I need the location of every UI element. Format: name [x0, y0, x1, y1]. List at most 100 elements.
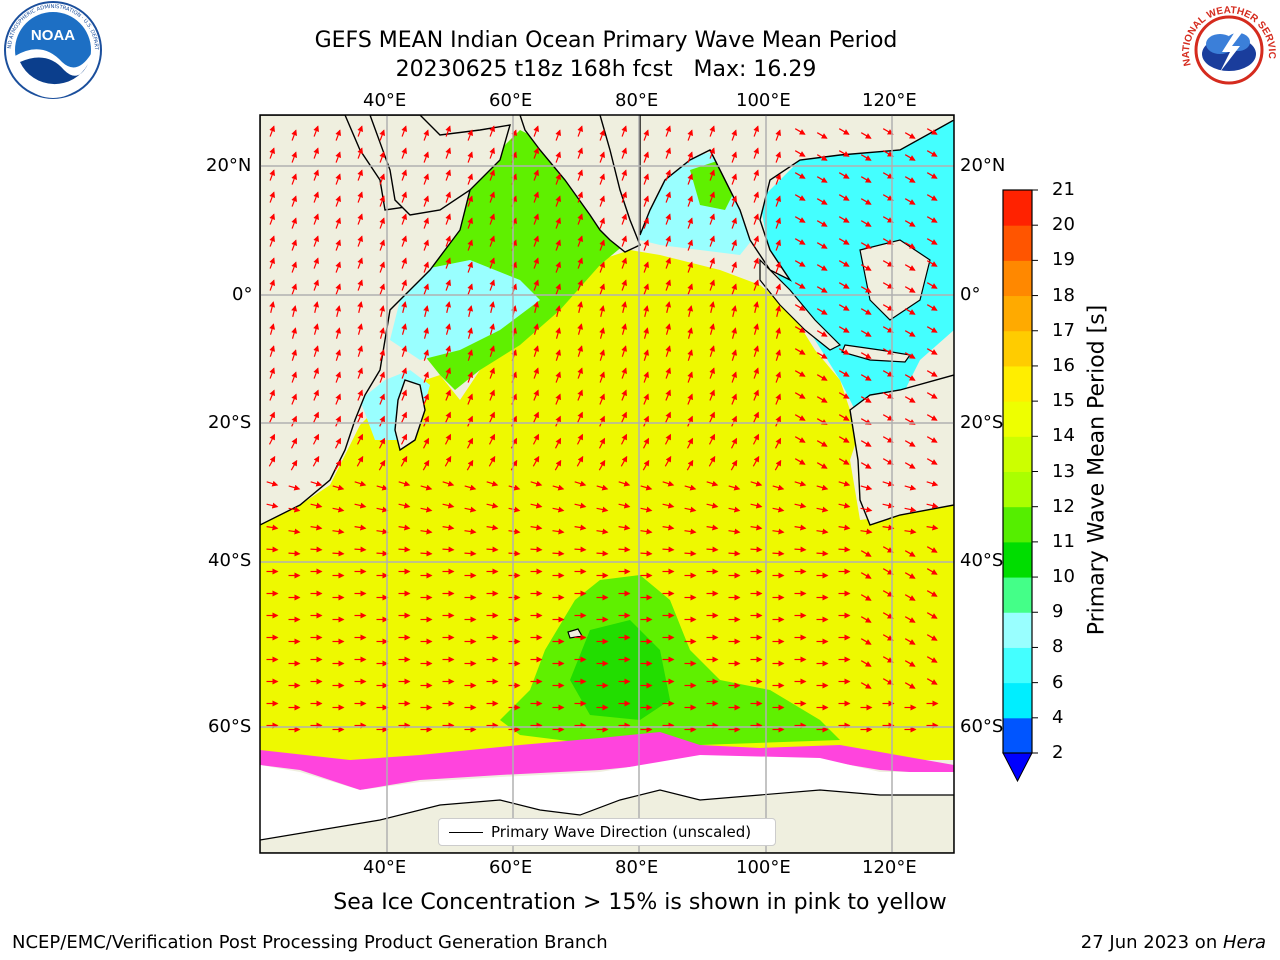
- wave-arrow: [775, 129, 781, 141]
- wave-arrow: [753, 169, 759, 181]
- wave-arrow: [665, 125, 671, 137]
- wave-arrow: [687, 239, 693, 251]
- wave-arrow: [860, 462, 872, 469]
- wave-arrow: [794, 546, 807, 553]
- colorbar-segment: [1003, 647, 1032, 684]
- wave-arrow: [838, 458, 850, 465]
- wave-arrow: [642, 437, 650, 449]
- borneo: [859, 239, 931, 321]
- colorbar-segment: [1003, 401, 1032, 437]
- wave-arrow: [731, 415, 737, 427]
- wave-arrow: [486, 546, 499, 553]
- plot-title: GEFS MEAN Indian Ocean Primary Wave Mean…: [200, 26, 1012, 84]
- wave-arrow: [489, 169, 495, 181]
- southeast-asia: [639, 115, 954, 282]
- wave-arrow: [750, 480, 763, 487]
- wave-arrow: [576, 433, 584, 445]
- wave-arrow: [467, 173, 473, 185]
- wave-arrow: [379, 129, 385, 141]
- ocean-field-green-south-core: [570, 620, 670, 720]
- wave-arrow: [860, 286, 872, 293]
- wave-arrow: [510, 459, 518, 471]
- colorbar-segment: [1003, 436, 1032, 472]
- colorbar-tick-label: 2: [1052, 742, 1064, 763]
- wave-arrow: [643, 173, 649, 185]
- wave-arrow: [313, 257, 319, 269]
- wave-arrow: [794, 172, 806, 179]
- wave-arrow: [753, 191, 759, 203]
- wave-arrow: [313, 389, 319, 401]
- lat-label-left-0: 0°: [232, 284, 253, 305]
- wave-arrow: [794, 480, 807, 487]
- map-frame: [259, 114, 955, 854]
- wave-arrow: [665, 301, 672, 313]
- colorbar-tick-label: 20: [1052, 214, 1075, 236]
- wave-arrow: [882, 194, 894, 201]
- wave-arrow: [577, 323, 584, 335]
- wave-arrow: [445, 389, 451, 401]
- wave-arrow: [731, 371, 737, 383]
- wave-arrow: [753, 257, 759, 269]
- colorbar-segment: [1003, 190, 1032, 226]
- colorbar-segment: [1003, 506, 1032, 543]
- wave-arrow: [488, 455, 496, 467]
- wave-arrow: [357, 191, 363, 203]
- lat-label-left-20s: 20°S: [208, 412, 252, 433]
- wave-arrow: [467, 371, 473, 383]
- wave-arrow: [357, 279, 363, 291]
- wave-arrow: [664, 455, 672, 467]
- wave-arrow: [313, 367, 319, 379]
- wave-arrow: [401, 191, 407, 203]
- wave-arrow: [291, 217, 297, 229]
- wave-arrow: [753, 235, 759, 247]
- wave-arrow: [266, 524, 279, 531]
- wave-arrow: [621, 147, 627, 159]
- wave-arrow: [860, 660, 872, 667]
- colorbar-tick-label: 4: [1052, 706, 1064, 728]
- wave-arrow: [904, 264, 916, 271]
- wave-arrow: [882, 128, 894, 135]
- wave-arrow: [926, 370, 938, 377]
- wave-arrow: [904, 528, 917, 535]
- colorbar-segment: [1003, 330, 1032, 367]
- wave-arrow: [288, 506, 301, 513]
- lat-label-right-20n: 20°N: [960, 155, 1006, 176]
- wave-arrow: [728, 484, 741, 491]
- wave-arrow: [574, 502, 587, 509]
- wave-arrow: [882, 634, 894, 641]
- wave-arrow: [313, 345, 320, 357]
- wave-arrow: [860, 550, 872, 557]
- colorbar-segment: [1003, 717, 1032, 754]
- wave-arrow: [445, 125, 451, 137]
- wave-arrow: [686, 437, 694, 449]
- wave-arrow: [489, 257, 495, 269]
- wave-arrow: [533, 301, 540, 313]
- wave-arrow: [533, 213, 539, 225]
- wave-arrow: [882, 326, 894, 333]
- wave-arrow: [489, 213, 495, 225]
- wave-arrow: [882, 172, 894, 179]
- wave-arrow: [467, 415, 473, 427]
- colorbar-extend-arrow: [1002, 752, 1033, 783]
- wave-arrow: [266, 546, 279, 553]
- wave-arrow: [577, 345, 584, 357]
- wave-arrow: [445, 147, 451, 159]
- wave-arrow: [643, 239, 649, 251]
- wave-arrow: [753, 279, 759, 291]
- wave-arrow: [904, 286, 916, 293]
- wave-arrow: [838, 150, 850, 157]
- wave-arrow: [354, 480, 367, 487]
- wave-arrow: [882, 304, 894, 311]
- map-legend: Primary Wave Direction (unscaled): [438, 818, 776, 846]
- wave-arrow: [420, 506, 433, 513]
- wave-arrow: [335, 173, 341, 185]
- wave-arrow: [709, 235, 715, 247]
- wave-arrow: [794, 392, 806, 399]
- wave-arrow: [860, 682, 872, 689]
- colorbar-tick-label: 14: [1052, 425, 1075, 447]
- wave-arrow: [904, 154, 916, 161]
- wave-arrow: [926, 304, 938, 311]
- wave-arrow: [662, 480, 675, 487]
- wave-arrow: [464, 550, 477, 557]
